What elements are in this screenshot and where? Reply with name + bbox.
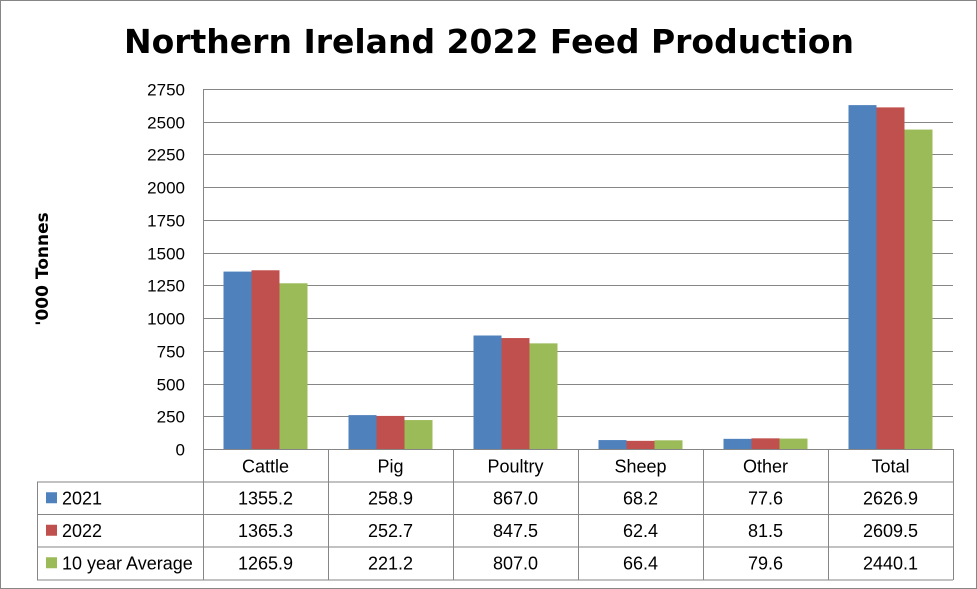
table-cell: 62.4 xyxy=(623,521,658,541)
bar-10-year-average xyxy=(654,440,683,449)
table-cell: 2626.9 xyxy=(863,488,918,508)
y-tick-label: 1250 xyxy=(147,277,185,296)
table-cell: 258.9 xyxy=(368,488,413,508)
bars xyxy=(223,105,933,450)
y-tick-label: 0 xyxy=(176,441,185,460)
bar-2021 xyxy=(473,335,502,449)
bar-2021 xyxy=(223,271,252,449)
category-label: Pig xyxy=(377,457,403,477)
y-tick-label: 1000 xyxy=(147,310,185,329)
category-label: Total xyxy=(871,457,909,477)
legend-label: 10 year Average xyxy=(62,553,193,573)
bar-2021 xyxy=(598,440,627,449)
bar-2022 xyxy=(626,440,655,449)
legend-key-2022 xyxy=(46,524,57,536)
bar-10-year-average xyxy=(529,343,558,449)
data-table: Cattle Pig Poultry Sheep Other Total 2021 1355.… xyxy=(37,449,954,581)
bar-10-year-average xyxy=(279,283,308,449)
y-tick-label: 2500 xyxy=(147,114,185,133)
y-tick-label: 2000 xyxy=(147,179,185,198)
table-cell: 807.0 xyxy=(493,553,538,573)
bar-2021 xyxy=(348,415,377,449)
y-tick-label: 250 xyxy=(157,408,185,427)
table-cell: 77.6 xyxy=(748,488,783,508)
table-cell: 221.2 xyxy=(368,553,413,573)
bar-10-year-average xyxy=(779,438,808,449)
bar-2022 xyxy=(376,415,405,449)
bar-10-year-average xyxy=(404,420,433,449)
legend-key-2021 xyxy=(46,492,57,504)
table-cell: 252.7 xyxy=(368,521,413,541)
table-cell: 81.5 xyxy=(748,521,783,541)
category-label: Poultry xyxy=(487,457,543,477)
bar-10-year-average xyxy=(904,129,933,449)
y-tick-label: 2750 xyxy=(147,81,185,100)
bar-2022 xyxy=(876,107,905,449)
category-label: Sheep xyxy=(614,457,666,477)
table-cell: 847.5 xyxy=(493,521,538,541)
bar-2021 xyxy=(723,438,752,449)
legend-key-10-year-average xyxy=(46,557,57,569)
y-tick-label: 750 xyxy=(157,343,185,362)
y-tick-label: 1750 xyxy=(147,212,185,231)
table-cell: 79.6 xyxy=(748,553,783,573)
category-label: Cattle xyxy=(242,457,289,477)
table-cell: 1365.3 xyxy=(238,521,293,541)
y-tick-labels: 0 250 500 750 1000 1250 1500 1750 2000 2250 2500 27… xyxy=(147,81,185,460)
bar-2022 xyxy=(251,270,280,449)
bar-2022 xyxy=(751,438,780,449)
table-cell: 1265.9 xyxy=(238,553,293,573)
table-cell: 66.4 xyxy=(623,553,658,573)
y-tick-label: 1500 xyxy=(147,245,185,264)
table-cell: 867.0 xyxy=(493,488,538,508)
chart-title: Northern Ireland 2022 Feed Production xyxy=(124,22,854,61)
table-cell: 2609.5 xyxy=(863,521,918,541)
category-label: Other xyxy=(743,457,788,477)
table-cell: 2440.1 xyxy=(863,553,918,573)
gridlines xyxy=(203,89,953,580)
y-tick-label: 2250 xyxy=(147,146,185,165)
y-axis-label: '000 Tonnes xyxy=(33,212,53,325)
legend-label: 2021 xyxy=(62,488,102,508)
table-cell: 1355.2 xyxy=(238,488,293,508)
legend-label: 2022 xyxy=(62,521,102,541)
y-tick-label: 500 xyxy=(157,376,185,395)
bar-2021 xyxy=(848,105,877,450)
bar-2022 xyxy=(501,338,530,449)
table-cell: 68.2 xyxy=(623,488,658,508)
